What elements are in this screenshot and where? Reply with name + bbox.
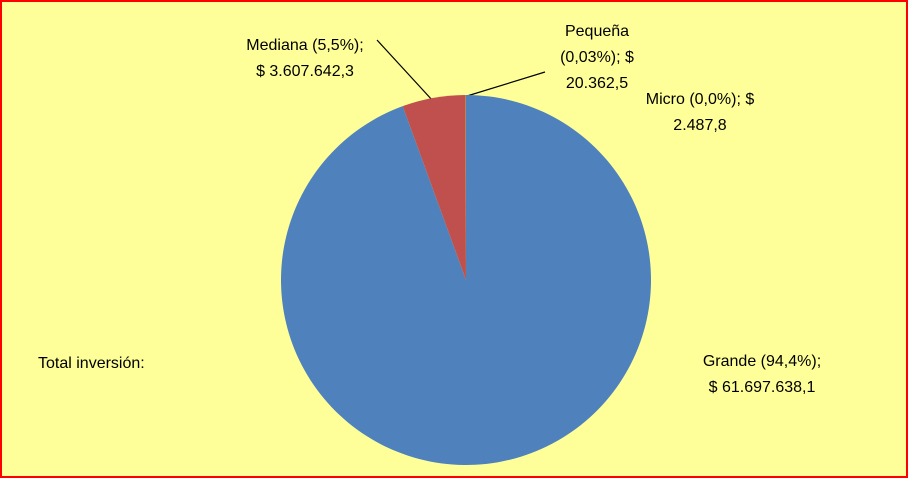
pie-slice [281, 95, 652, 465]
pie-slice [402, 95, 466, 280]
data-label: Micro (0,0%); $ [646, 91, 755, 108]
annotation: Total inversión: [38, 355, 145, 372]
data-label: Mediana (5,5%); [246, 37, 363, 54]
data-label: $ 61.697.638,1 [709, 379, 816, 396]
data-label: (0,03%); $ [560, 49, 634, 66]
data-label: Pequeña [565, 23, 629, 40]
leader-line [466, 71, 546, 97]
leader-line [376, 39, 434, 102]
data-label: $ 3.607.642,3 [256, 63, 354, 80]
data-label: Grande (94,4%); [703, 353, 821, 370]
data-label: 20.362,5 [566, 75, 628, 92]
data-label: 2.487,8 [673, 117, 726, 134]
